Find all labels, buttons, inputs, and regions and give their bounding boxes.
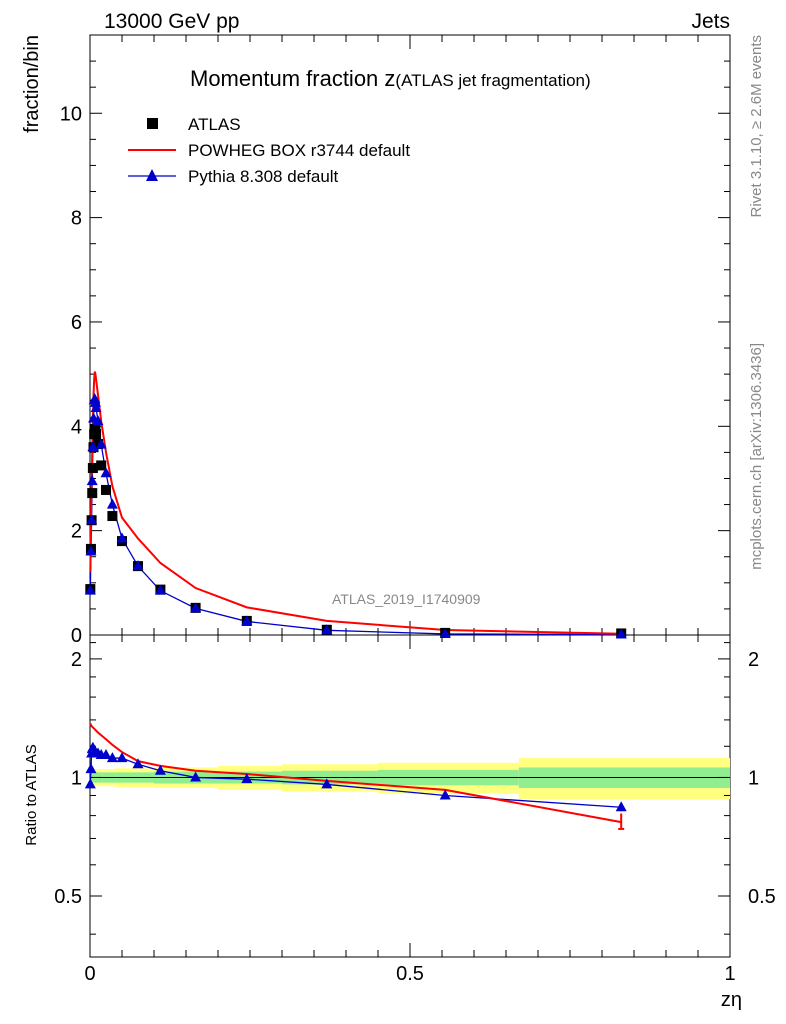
- uncertainty-bands: [90, 758, 730, 800]
- y-tick-label-ratio-right: 1: [748, 767, 759, 789]
- marker-pythia: [132, 560, 144, 571]
- header-right: Jets: [691, 10, 730, 33]
- legend: ATLAS POWHEG BOX r3744 default Pythia 8.…: [128, 115, 410, 186]
- marker-pythia: [241, 615, 253, 626]
- ratio-marker-pythia: [190, 771, 202, 782]
- ratio-series: [84, 723, 627, 830]
- marker-pythia: [90, 402, 102, 413]
- marker-pythia: [439, 627, 451, 638]
- marker-pythia: [85, 545, 97, 556]
- ratio-marker-pythia: [241, 773, 253, 784]
- ratio-marker-pythia: [85, 763, 97, 774]
- legend-label-pythia: Pythia 8.308 default: [188, 167, 339, 186]
- y-tick-label-main: 10: [60, 103, 82, 125]
- x-tick-label: 0.5: [396, 963, 424, 985]
- analysis-watermark: ATLAS_2019_I1740909: [332, 591, 481, 607]
- legend-marker-pythia: [146, 169, 158, 181]
- x-axis-label: zη: [721, 989, 742, 1011]
- legend-label-powheg: POWHEG BOX r3744 default: [188, 141, 410, 160]
- ratio-marker-pythia: [100, 749, 112, 760]
- main-series: [84, 371, 627, 639]
- y-tick-label-main: 2: [71, 521, 82, 543]
- data-point-atlas: [91, 429, 102, 440]
- main-plot-frame: [89, 34, 731, 636]
- ratio-marker-pythia: [106, 752, 118, 763]
- data-point-atlas: [107, 511, 118, 522]
- marker-pythia: [86, 475, 98, 486]
- marker-pythia: [190, 602, 202, 613]
- y-tick-label-main: 4: [71, 416, 82, 438]
- legend-label-atlas: ATLAS: [188, 115, 241, 134]
- ratio-marker-pythia: [439, 789, 451, 800]
- data-point-atlas: [87, 488, 98, 499]
- data-point-atlas: [90, 423, 101, 434]
- plot-title: Momentum fraction z(ATLAS jet fragmentat…: [190, 66, 591, 91]
- marker-pythia: [84, 584, 96, 595]
- plot-title-sub: (ATLAS jet fragmentation): [395, 71, 590, 90]
- plot-title-main: Momentum fraction z: [190, 66, 395, 91]
- ratio-line-powheg: [89, 723, 622, 824]
- ratio-marker-pythia: [321, 778, 333, 789]
- ratio-marker-pythia: [116, 752, 128, 763]
- data-point-atlas: [93, 439, 103, 450]
- y-tick-label-ratio: 0.5: [54, 886, 82, 908]
- marker-pythia: [92, 415, 104, 426]
- ratio-marker-pythia: [84, 778, 96, 789]
- legend-marker-atlas: [147, 118, 158, 129]
- y-tick-label-main: 6: [71, 312, 82, 334]
- data-point-atlas: [96, 460, 107, 471]
- y-axis-label-ratio: Ratio to ATLAS: [23, 744, 40, 845]
- rivet-label: Rivet 3.1.10, ≥ 2.6M events: [748, 35, 765, 218]
- mcplots-label: mcplots.cern.ch [arXiv:1306.3436]: [748, 343, 765, 570]
- y-tick-label-ratio-right: 2: [748, 649, 759, 671]
- header-left: 13000 GeV pp: [104, 10, 239, 33]
- y-tick-label-main: 8: [71, 208, 82, 230]
- marker-pythia: [89, 396, 101, 407]
- data-point-atlas: [101, 484, 111, 495]
- y-tick-label-ratio: 2: [71, 649, 82, 671]
- y-tick-label-ratio-right: 0.5: [748, 886, 776, 908]
- marker-pythia: [615, 628, 627, 639]
- marker-pythia: [106, 498, 118, 509]
- y-tick-label-ratio: 1: [71, 767, 82, 789]
- marker-pythia: [100, 467, 112, 478]
- x-tick-label: 0: [84, 963, 95, 985]
- marker-pythia: [154, 584, 166, 595]
- marker-pythia: [321, 624, 333, 635]
- marker-pythia: [95, 438, 107, 449]
- y-axis-label-main: fraction/bin: [21, 35, 43, 133]
- marker-pythia: [87, 441, 99, 452]
- y-tick-label-main: 0: [71, 625, 82, 647]
- data-point-atlas: [87, 463, 98, 474]
- ratio-marker-pythia: [132, 758, 144, 769]
- ratio-marker-pythia: [154, 764, 166, 775]
- marker-pythia: [116, 532, 128, 543]
- marker-pythia: [86, 514, 98, 525]
- x-tick-label: 1: [724, 963, 735, 985]
